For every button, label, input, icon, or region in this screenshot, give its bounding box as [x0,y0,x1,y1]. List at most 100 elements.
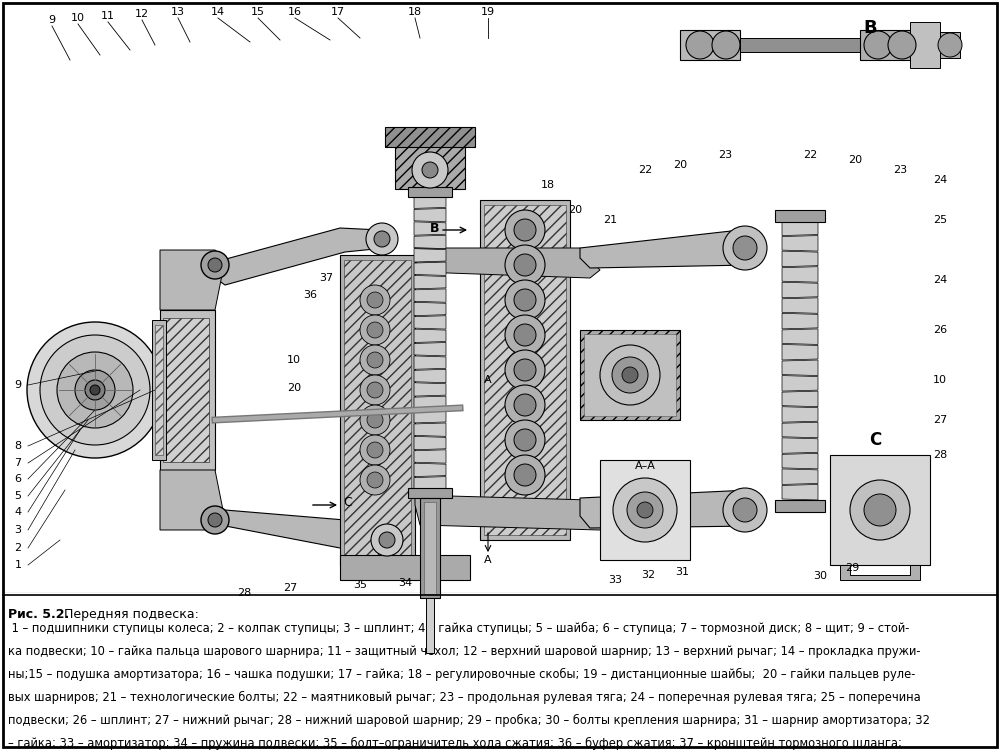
Bar [424,502,436,594]
Text: 24: 24 [933,175,947,185]
Bar [680,30,740,60]
Polygon shape [782,391,818,406]
Text: 19: 19 [481,7,495,17]
Circle shape [360,345,390,375]
Text: 10: 10 [71,13,85,23]
Circle shape [514,394,536,416]
Bar [775,210,825,222]
Text: 35: 35 [353,580,367,590]
Text: C: C [869,431,881,449]
Text: 22: 22 [638,165,652,175]
Polygon shape [580,490,765,528]
Text: 37: 37 [319,273,333,283]
Text: 18: 18 [408,7,422,17]
Text: А–А: А–А [635,461,655,471]
Text: Рис. 5.2.: Рис. 5.2. [8,608,69,621]
Circle shape [733,236,757,260]
Text: 1: 1 [14,560,22,570]
Text: 9: 9 [48,15,56,25]
Text: 30: 30 [813,571,827,581]
Circle shape [514,289,536,311]
Text: 23: 23 [893,165,907,175]
Text: подвески; 26 – шплинт; 27 – нижний рычаг; 28 – нижний шаровой шарнир; 29 – пробк: подвески; 26 – шплинт; 27 – нижний рычаг… [8,714,930,727]
Text: вых шарниров; 21 – технологические болты; 22 – маятниковый рычаг; 23 – продольна: вых шарниров; 21 – технологические болты… [8,691,921,704]
Polygon shape [415,248,600,278]
Text: 20: 20 [568,205,582,215]
Circle shape [367,412,383,428]
Circle shape [723,488,767,532]
Text: 11: 11 [101,11,115,21]
Text: 21: 21 [603,215,617,225]
Circle shape [600,345,660,405]
Circle shape [367,322,383,338]
Bar [860,30,910,60]
Polygon shape [414,464,446,476]
Polygon shape [215,228,385,285]
Circle shape [505,350,545,390]
Text: 27: 27 [283,583,297,593]
Polygon shape [414,369,446,382]
Circle shape [360,435,390,465]
Circle shape [371,524,403,556]
Circle shape [374,231,390,247]
Text: 27: 27 [933,415,947,425]
Circle shape [208,258,222,272]
Polygon shape [580,230,760,268]
Bar [910,22,940,68]
Bar [340,555,470,580]
Text: 23: 23 [718,150,732,160]
Polygon shape [782,267,818,282]
Bar [408,187,452,197]
Circle shape [686,31,714,59]
Circle shape [514,254,536,276]
Text: 6: 6 [14,474,22,484]
Text: 22: 22 [803,150,817,160]
Polygon shape [414,343,446,356]
Polygon shape [782,251,818,267]
Circle shape [505,245,545,285]
Polygon shape [782,236,818,251]
Polygon shape [782,298,818,314]
Polygon shape [415,495,610,530]
Circle shape [201,251,229,279]
Circle shape [627,492,663,528]
Polygon shape [414,423,446,436]
Circle shape [622,367,638,383]
Text: ны;15 – подушка амортизатора; 16 – чашка подушки; 17 – гайка; 18 – регулировочны: ны;15 – подушка амортизатора; 16 – чашка… [8,668,915,681]
Polygon shape [414,209,446,222]
Circle shape [712,31,740,59]
Polygon shape [782,453,818,469]
Bar [3,595,997,747]
Bar [3,3,997,593]
Polygon shape [414,410,446,423]
Text: B: B [430,221,440,235]
Bar [580,330,680,420]
Circle shape [850,480,910,540]
Bar [484,205,566,535]
Circle shape [422,162,438,178]
Text: Передняя подвеска:: Передняя подвеска: [60,608,199,621]
Polygon shape [782,329,818,344]
Polygon shape [414,275,446,289]
Polygon shape [782,438,818,453]
Text: 26: 26 [933,325,947,335]
Bar [4,4,996,592]
Text: 28: 28 [933,450,947,460]
Circle shape [360,405,390,435]
Text: 3: 3 [14,525,22,535]
Circle shape [201,506,229,534]
Text: A: A [484,375,492,385]
Circle shape [505,455,545,495]
Circle shape [366,223,398,255]
Circle shape [888,31,916,59]
Circle shape [360,465,390,495]
Circle shape [40,335,150,445]
Text: 29: 29 [845,563,859,573]
Text: 9: 9 [14,380,22,390]
Polygon shape [782,422,818,438]
Circle shape [514,324,536,346]
Text: 13: 13 [171,7,185,17]
Circle shape [75,370,115,410]
Circle shape [723,226,767,270]
Text: 14: 14 [211,7,225,17]
